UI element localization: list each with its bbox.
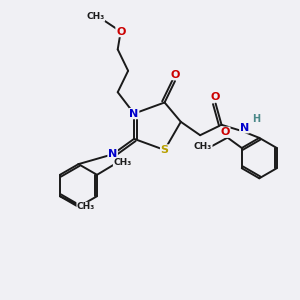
- Text: CH₃: CH₃: [194, 142, 212, 151]
- Text: N: N: [240, 123, 249, 133]
- Text: N: N: [108, 149, 117, 159]
- Text: O: O: [170, 70, 180, 80]
- Text: H: H: [252, 114, 260, 124]
- Text: O: O: [211, 92, 220, 102]
- Text: S: S: [160, 145, 169, 155]
- Text: CH₃: CH₃: [113, 158, 132, 166]
- Text: CH₃: CH₃: [77, 202, 95, 211]
- Text: O: O: [116, 27, 125, 37]
- Text: O: O: [220, 127, 230, 137]
- Text: N: N: [129, 109, 139, 118]
- Text: CH₃: CH₃: [86, 12, 105, 21]
